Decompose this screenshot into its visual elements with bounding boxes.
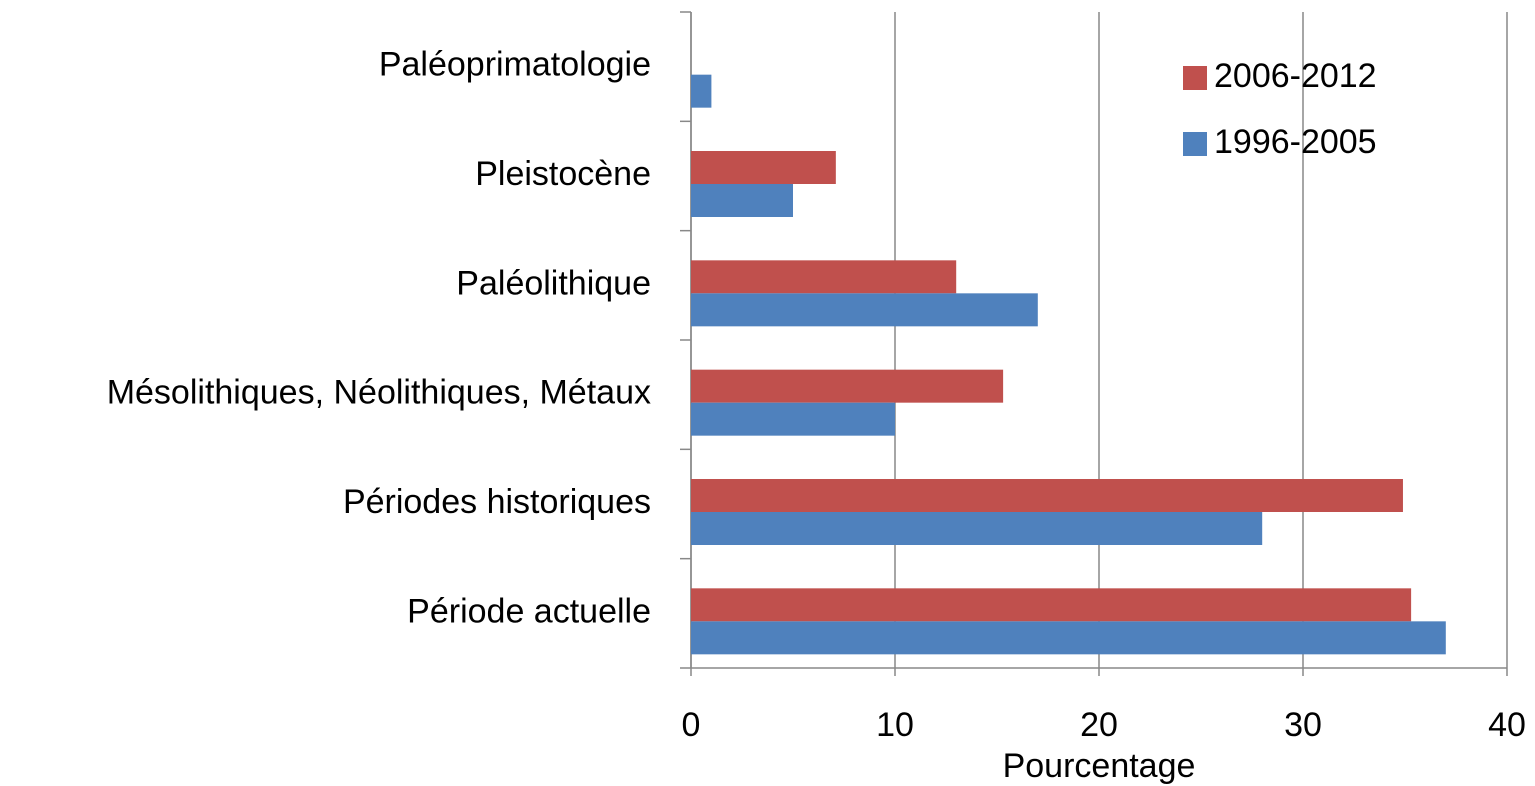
bar: [691, 74, 712, 108]
bar: [691, 479, 1403, 512]
x-axis-label: Pourcentage: [1003, 747, 1196, 785]
x-tick-label: 40: [1488, 706, 1526, 744]
bar: [691, 588, 1412, 622]
bar: [691, 151, 836, 184]
y-tick-label: Mésolithiques, Néolithiques, Métaux: [107, 374, 651, 412]
legend-label: 2006-2012: [1214, 57, 1377, 95]
x-tick-label: 30: [1284, 706, 1322, 744]
bar: [691, 369, 1004, 403]
bar: [691, 402, 895, 436]
x-tick-label: 0: [682, 706, 701, 744]
legend-swatch: [1183, 132, 1207, 156]
bar: [691, 512, 1263, 545]
y-tick-label: Paléoprimatologie: [379, 46, 651, 84]
bar: [691, 621, 1446, 655]
bar: [691, 293, 1038, 327]
y-tick-label: Période actuelle: [407, 592, 651, 630]
bar: [691, 184, 793, 217]
legend-label: 1996-2005: [1214, 123, 1377, 161]
y-tick-label: Paléolithique: [456, 264, 651, 302]
y-tick-label: Périodes historiques: [343, 483, 651, 521]
legend-swatch: [1183, 66, 1207, 90]
x-tick-label: 20: [1080, 706, 1118, 744]
x-tick-label: 10: [876, 706, 914, 744]
y-tick-label: Pleistocène: [475, 155, 651, 193]
bar: [691, 260, 957, 294]
